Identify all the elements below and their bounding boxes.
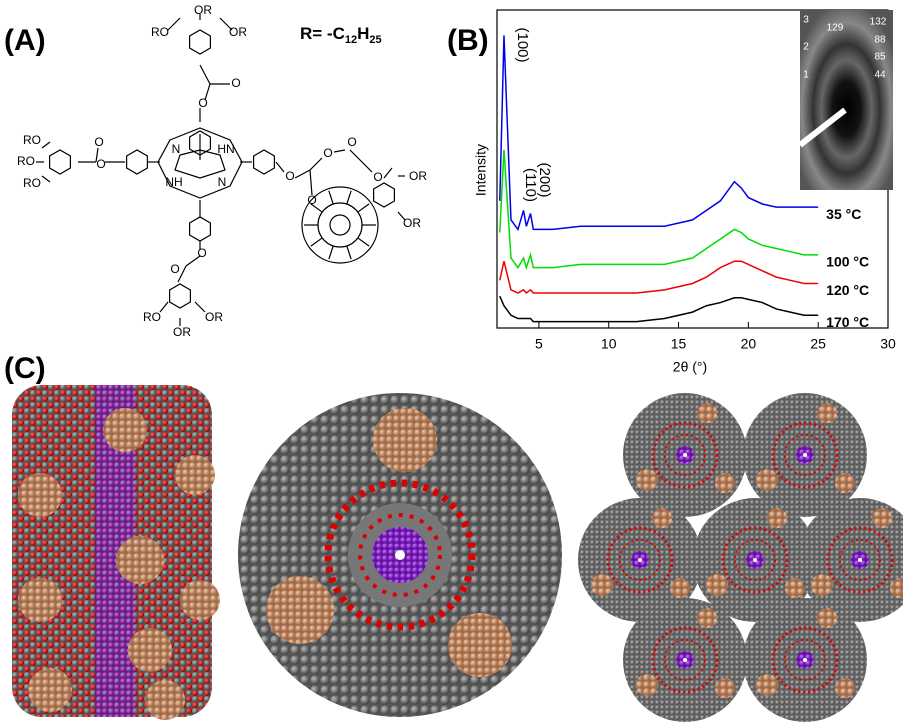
atom-label: N (172, 142, 181, 156)
inset-label: 88 (874, 35, 886, 46)
atom-label: RO (23, 176, 41, 190)
series-label: 120 °C (826, 282, 869, 298)
fullerene-cage (346, 190, 352, 205)
r-group: R= -C12H25 (300, 24, 382, 45)
atom-label: RO (151, 25, 169, 39)
benzene-ring (49, 149, 71, 175)
atom-label: O (94, 135, 103, 149)
x-tick-label: 5 (535, 336, 543, 352)
benzene-ring (373, 182, 395, 208)
atom-label: OR (403, 216, 421, 230)
atom-label: O (373, 170, 382, 184)
xrd-chart: Intensity 2θ (°) (100) (110) (200) 5 10 15… (473, 9, 896, 375)
inset-label: 129 (827, 23, 844, 34)
atom-label: O (96, 157, 105, 171)
disc-model (238, 393, 562, 717)
inset-label: 132 (870, 17, 887, 28)
atom-label: HN (217, 142, 234, 156)
fullerene-cage (328, 245, 334, 260)
inset-image (800, 10, 893, 190)
column-model (12, 385, 220, 720)
atom-label: OR (194, 3, 212, 17)
inset-label: 1 (803, 70, 809, 81)
benzene-ring (189, 216, 211, 242)
xrd-curve (499, 35, 819, 232)
atom-label: O (285, 169, 294, 183)
r-sub: 25 (369, 34, 381, 46)
benzene-ring (126, 149, 148, 175)
atom-label: O (170, 262, 179, 276)
peak-annotation: (200) (536, 162, 553, 197)
porphyrin (157, 127, 243, 199)
r-text: R= -C (300, 24, 345, 43)
atom-label: OR (409, 169, 427, 183)
x-tick-label: 25 (810, 336, 826, 352)
peak-annotation: (110) (522, 168, 539, 202)
r-sub: 12 (345, 34, 357, 46)
x-tick-label: 15 (671, 336, 687, 352)
atom-label: O (347, 135, 356, 149)
atom-label: N (218, 175, 227, 189)
atom-label: OR (205, 310, 223, 324)
fullerene-cage (328, 190, 334, 205)
hexagonal-packing (576, 391, 903, 724)
fullerene-cage (357, 203, 370, 213)
chemical-structure: R= -C12H25 OR RO OR O O RO RO RO O O N H… (17, 3, 427, 339)
panel-label: (B) (447, 24, 489, 57)
atom-label: OR (229, 25, 247, 39)
x-axis-label: 2θ (°) (673, 359, 707, 375)
fullerene-cage (310, 237, 323, 247)
benzene-ring (189, 130, 211, 156)
xrd-curve (499, 295, 819, 323)
y-axis-label: Intensity (473, 144, 489, 196)
panel-label: (A) (4, 24, 46, 57)
bonds (36, 14, 406, 326)
atom-label: O (323, 146, 332, 160)
fullerene-cage (329, 214, 351, 236)
beam-stop (798, 107, 847, 148)
atom-label: RO (23, 133, 41, 147)
fullerene-cage (310, 203, 323, 213)
atom-label: O (231, 76, 240, 90)
atom-label: RO (17, 154, 35, 168)
inset-label: 2 (803, 42, 809, 53)
atom-label: NH (165, 175, 182, 189)
series-label: 170 °C (826, 314, 869, 330)
atom-label: O (197, 246, 206, 260)
r-text: H (357, 24, 369, 43)
xrd-curve (499, 149, 819, 271)
atom-label: O (307, 193, 316, 207)
atom-label: O (198, 96, 207, 110)
inset-label: 85 (874, 52, 886, 63)
peak-annotation: (100) (514, 27, 531, 62)
atom-label: OR (173, 325, 191, 339)
atom-label: RO (143, 310, 161, 324)
panel-label: (C) (4, 352, 46, 385)
xrd-curve (499, 260, 819, 295)
fullerene-cage (317, 202, 363, 248)
inset-pattern: 3 129 132 2 88 85 1 44 (798, 10, 893, 190)
x-tick-label: 10 (601, 336, 617, 352)
series-label: 35 °C (826, 206, 861, 222)
series-label: 100 °C (826, 254, 869, 270)
x-tick-label: 30 (880, 336, 896, 352)
fullerene (301, 186, 379, 264)
fullerene-cage (346, 245, 352, 260)
x-tick-label: 20 (741, 336, 757, 352)
benzene-ring (253, 149, 275, 175)
benzene-ring (189, 29, 211, 55)
inset-label: 44 (874, 70, 886, 81)
fullerene-cage (357, 237, 370, 247)
benzene-ring (169, 283, 191, 309)
inset-label: 3 (803, 15, 809, 26)
